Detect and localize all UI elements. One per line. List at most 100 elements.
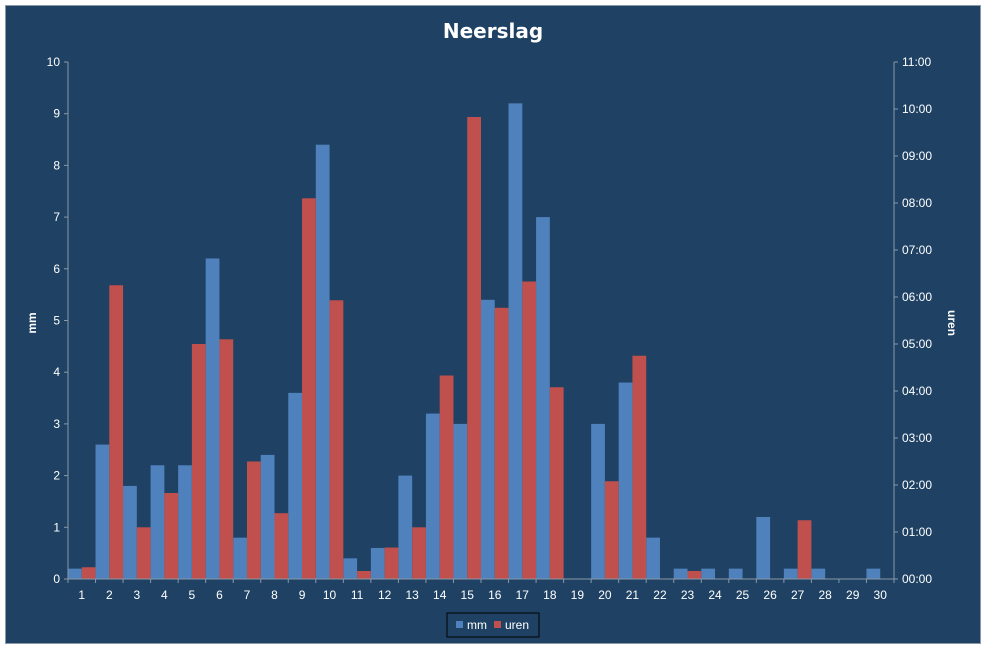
x-tick-label: 29 [846, 588, 860, 602]
x-tick-label: 14 [433, 588, 447, 602]
x-tick-label: 28 [818, 588, 832, 602]
bar-mm-8 [260, 454, 275, 579]
x-tick-label: 13 [405, 588, 419, 602]
bar-mm-21 [618, 382, 633, 579]
legend-box [446, 612, 540, 638]
x-tick-label: 12 [378, 588, 392, 602]
bar-mm-6 [205, 258, 220, 579]
right-tick-label: 11:00 [902, 55, 931, 69]
x-tick-label: 1 [78, 588, 85, 602]
bar-mm-15 [453, 423, 468, 579]
bar-mm-27 [783, 568, 798, 579]
x-tick-label: 7 [244, 588, 251, 602]
bar-uren-7 [246, 461, 261, 579]
left-tick-label: 6 [53, 262, 60, 276]
bar-mm-12 [370, 547, 385, 579]
bar-mm-22 [646, 537, 660, 579]
bar-uren-6 [219, 339, 234, 579]
bar-mm-10 [315, 144, 330, 579]
x-tick-label: 16 [488, 588, 502, 602]
bar-mm-17 [508, 103, 523, 580]
x-tick-label: 30 [874, 588, 888, 602]
chart-frame: Neerslag 0 1 2 3 4 5 6 7 8 9 10 00:00 01:00 02:00 03:… [5, 5, 981, 644]
x-tick-label: 26 [763, 588, 777, 602]
legend-label-mm: mm [467, 618, 487, 632]
bar-mm-14 [425, 413, 440, 579]
x-axis-ticks: 1 2 3 4 5 6 7 8 9 10 11 12 13 14 15 16 17 18 19 20 21 22 23 24 2… [67, 579, 895, 602]
right-tick-label: 02:00 [902, 478, 932, 492]
bar-mm-30 [866, 568, 881, 579]
bar-mm-16 [481, 299, 495, 579]
bar-mm-20 [591, 423, 605, 579]
y-axis-label-right: uren [945, 310, 959, 336]
bar-mm-23 [673, 568, 688, 579]
x-tick-label: 3 [133, 588, 140, 602]
x-tick-label: 2 [106, 588, 113, 602]
bar-uren-14 [439, 375, 454, 579]
left-tick-label: 5 [53, 314, 60, 328]
right-tick-label: 09:00 [902, 149, 932, 163]
bar-uren-9 [302, 198, 316, 580]
bar-mm-13 [398, 475, 413, 579]
bar-mm-9 [288, 392, 303, 579]
left-tick-label: 3 [53, 417, 60, 431]
right-tick-label: 00:00 [902, 572, 932, 586]
left-tick-label: 4 [53, 365, 60, 379]
left-tick-label: 10 [47, 55, 61, 69]
right-tick-label: 08:00 [902, 196, 932, 210]
bar-uren-2 [109, 285, 124, 579]
x-tick-label: 21 [626, 588, 640, 602]
bar-uren-13 [412, 527, 426, 579]
right-tick-label: 10:00 [902, 102, 932, 116]
bar-mm-11 [343, 558, 358, 579]
x-tick-label: 6 [216, 588, 223, 602]
left-tick-label: 1 [53, 520, 60, 534]
bar-uren-16 [494, 307, 509, 579]
legend: mm uren [446, 612, 540, 638]
x-tick-label: 17 [516, 588, 530, 602]
bar-uren-15 [467, 116, 481, 580]
bar-mm-3 [123, 485, 137, 579]
left-axis-ticks: 0 1 2 3 4 5 6 7 8 9 10 [47, 55, 68, 586]
right-axis-ticks: 00:00 01:00 02:00 03:00 04:00 05:00 06:00 07:00… [894, 55, 932, 586]
bar-mm-5 [178, 465, 192, 579]
x-tick-label: 22 [653, 588, 667, 602]
bar-mm-4 [150, 465, 165, 579]
bar-uren-5 [191, 344, 206, 579]
bar-mm-2 [95, 444, 110, 579]
bar-uren-23 [687, 571, 702, 579]
x-tick-label: 20 [598, 588, 612, 602]
bar-uren-21 [632, 355, 647, 579]
x-tick-label: 10 [323, 588, 337, 602]
bar-uren-3 [136, 527, 151, 579]
bar-mm-7 [233, 537, 247, 579]
x-tick-label: 24 [708, 588, 722, 602]
bar-uren-18 [549, 387, 564, 579]
right-tick-label: 06:00 [902, 290, 932, 304]
bar-mm-1 [68, 568, 82, 579]
x-tick-label: 15 [461, 588, 475, 602]
right-tick-label: 01:00 [902, 525, 932, 539]
bar-mm-26 [756, 516, 771, 579]
x-tick-label: 8 [271, 588, 278, 602]
bar-mm-24 [701, 568, 716, 579]
x-tick-label: 27 [791, 588, 805, 602]
bar-uren-10 [329, 300, 344, 579]
bar-uren-27 [797, 520, 812, 579]
bar-uren-17 [522, 281, 537, 579]
legend-label-uren: uren [505, 618, 529, 632]
bar-uren-12 [384, 547, 399, 579]
right-tick-label: 03:00 [902, 431, 932, 445]
x-tick-label: 11 [351, 588, 364, 602]
x-tick-label: 25 [736, 588, 750, 602]
bar-uren-1 [81, 567, 96, 579]
right-tick-label: 07:00 [902, 243, 932, 257]
chart-title: Neerslag [443, 19, 543, 43]
bar-mm-25 [728, 568, 743, 579]
left-tick-label: 7 [53, 210, 60, 224]
left-tick-label: 2 [53, 469, 60, 483]
left-tick-label: 9 [53, 107, 60, 121]
y-axis-label-left: mm [25, 312, 39, 333]
bar-mm-28 [811, 568, 826, 579]
